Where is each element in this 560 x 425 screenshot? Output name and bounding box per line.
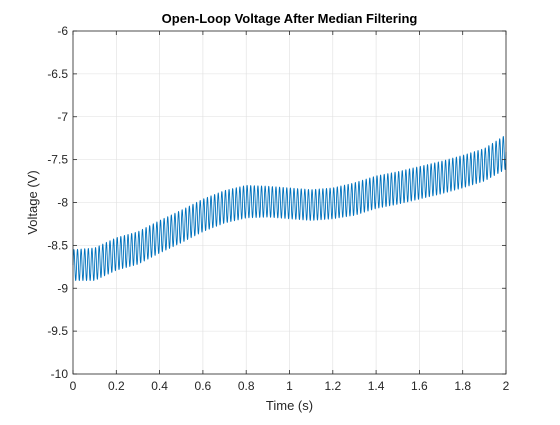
chart-title: Open-Loop Voltage After Median Filtering — [162, 11, 418, 26]
y-tick-label: -8.5 — [47, 238, 68, 252]
y-tick-label: -7 — [57, 110, 68, 124]
y-axis-label: Voltage (V) — [25, 170, 40, 234]
x-axis-label: Time (s) — [266, 398, 313, 413]
x-tick-label: 1.4 — [368, 379, 385, 393]
y-tick-label: -8 — [57, 196, 68, 210]
x-tick-label: 0.8 — [238, 379, 255, 393]
series-line-voltage — [72, 136, 507, 281]
x-tick-label: 0.2 — [108, 379, 125, 393]
x-tick-label: 1 — [286, 379, 293, 393]
ticks: 0 0.2 0.4 0.6 0.8 1 1.2 1.4 1.6 1.8 2 -10 -9.5 -9 -8.5… — [47, 24, 509, 393]
x-tick-label: 1.8 — [454, 379, 471, 393]
x-tick-label: 0 — [70, 379, 77, 393]
x-tick-label: 1.2 — [324, 379, 341, 393]
x-tick-label: 0.4 — [151, 379, 168, 393]
y-tick-label: -10 — [51, 367, 69, 381]
y-tick-label: -6.5 — [47, 67, 68, 81]
x-tick-label: 0.6 — [195, 379, 212, 393]
y-tick-label: -6 — [57, 24, 68, 38]
series-layer — [72, 136, 507, 281]
y-tick-label: -7.5 — [47, 153, 68, 167]
x-tick-label: 1.6 — [411, 379, 428, 393]
y-tick-label: -9.5 — [47, 324, 68, 338]
x-tick-label: 2 — [503, 379, 510, 393]
y-tick-label: -9 — [57, 281, 68, 295]
